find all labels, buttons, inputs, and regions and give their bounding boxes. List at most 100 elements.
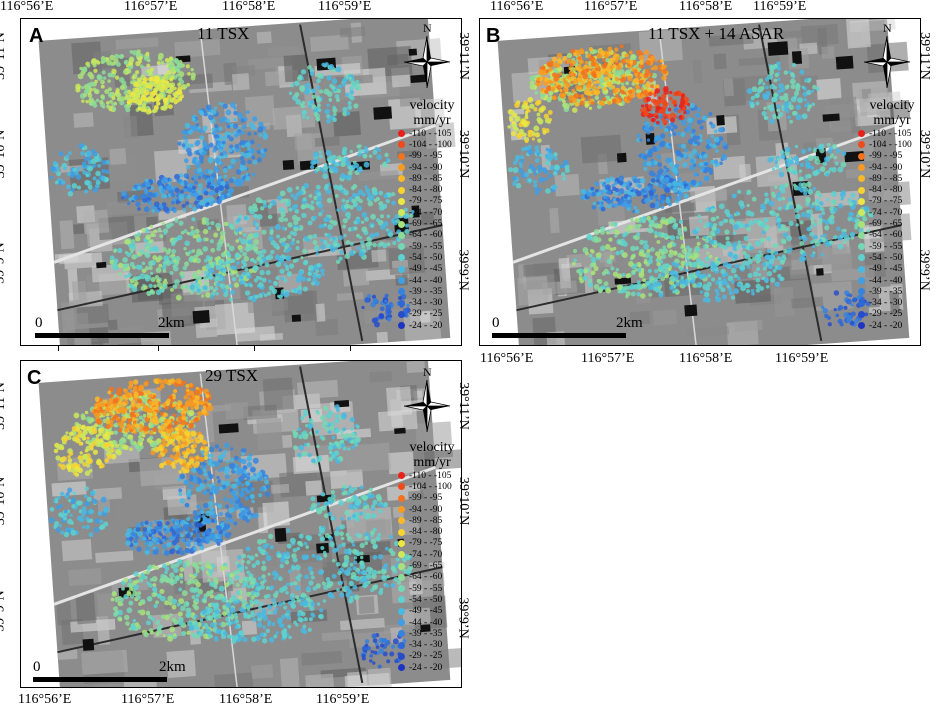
legend-item: -79 - -75 (858, 196, 926, 207)
legend-label: -99 - -95 (409, 151, 443, 162)
panel-title: 11 TSX (197, 24, 250, 43)
legend-swatch (858, 254, 865, 262)
lon-label-top: 116°56’E (0, 0, 54, 14)
legend-item: -69 - -65 (858, 218, 926, 229)
lat-label-right: 39°11’N (455, 32, 471, 80)
legend-swatch (398, 220, 405, 228)
legend-item: -54 - -50 (398, 252, 466, 263)
legend-swatch (398, 562, 405, 570)
legend-swatch (858, 288, 865, 296)
north-arrow-icon: N (402, 21, 452, 89)
legend-swatch (398, 551, 405, 559)
legend-label: -59 - -55 (409, 241, 443, 252)
legend-label: -59 - -55 (869, 241, 903, 252)
legend-label: -94 - -90 (409, 504, 443, 515)
legend-label: -44 - -40 (409, 617, 443, 628)
legend-swatch (398, 483, 405, 491)
legend-label: -84 - -80 (409, 185, 443, 196)
legend-label: -89 - -85 (409, 173, 443, 184)
satellite-imagery-c (38, 361, 461, 687)
legend-swatch (398, 596, 405, 604)
legend-swatch (858, 186, 865, 194)
legend-swatch (858, 197, 865, 205)
legend-label: -89 - -85 (409, 515, 443, 526)
legend-swatch (398, 664, 405, 672)
lon-label-bottom: 116°58’E (679, 351, 733, 366)
north-arrow-icon: N (402, 365, 452, 433)
tick (58, 346, 59, 351)
legend-item: -59 - -55 (398, 241, 466, 252)
legend-item: -59 - -55 (858, 241, 926, 252)
legend-swatch (398, 197, 405, 205)
lon-label-top: 116°59’E (318, 0, 372, 14)
legend-item: -44 - -40 (398, 617, 466, 628)
legend-item: -104 - -100 (398, 481, 466, 492)
scale-bar (492, 333, 626, 338)
legend-label: -74 - -70 (869, 207, 903, 218)
legend-swatch (858, 175, 865, 183)
legend-label: -49 - -45 (409, 264, 443, 275)
legend-label: -104 - -100 (409, 139, 452, 150)
legend-item: -69 - -65 (398, 218, 466, 229)
legend-label: -39 - -35 (409, 286, 443, 297)
lat-label-right: 39°9’N (916, 249, 932, 291)
lon-label-bottom: 116°59’E (775, 351, 829, 366)
legend-swatch (398, 231, 405, 239)
scale-end-label: 2km (158, 315, 185, 331)
lon-label-bottom: 116°58’E (219, 692, 273, 707)
legend-rows: -110 - -105 -104 - -100 -99 - -95 -94 - -90… (398, 470, 466, 673)
tick (350, 346, 351, 351)
legend-rows: -110 - -105 -104 - -100 -99 - -95 -94 - -90… (398, 128, 466, 331)
legend-item: -64 - -60 (398, 230, 466, 241)
scale-bar (35, 333, 169, 338)
north-label: N (423, 365, 432, 379)
lon-label-bottom: 116°57’E (581, 351, 635, 366)
legend-swatch (398, 277, 405, 284)
legend-item: -104 - -100 (858, 139, 926, 150)
legend-item: -64 - -60 (398, 572, 466, 583)
legend-item: -34 - -30 (398, 639, 466, 650)
legend-label: -34 - -30 (409, 640, 443, 651)
legend-swatch (858, 243, 865, 251)
legend-item: -44 - -40 (858, 275, 926, 286)
legend-item: -54 - -50 (398, 594, 466, 605)
legend-swatch (398, 619, 405, 626)
legend-label: -29 - -25 (409, 651, 443, 662)
lat-label-right: 39°11’N (455, 382, 471, 430)
legend-swatch (858, 152, 865, 160)
lon-label-top: 116°59’E (753, 0, 807, 14)
legend-label: -44 - -40 (409, 275, 443, 286)
legend-units: mm/yr (413, 113, 451, 128)
lon-label-top: 116°58’E (222, 0, 276, 14)
map-frame-a: A 11 TSX 0 2km (20, 18, 462, 346)
legend-title: velocity (869, 98, 915, 113)
legend-label: -44 - -40 (869, 275, 903, 286)
legend-item: -99 - -95 (858, 151, 926, 162)
scale-bar (33, 677, 167, 682)
legend-item: -94 - -90 (398, 162, 466, 173)
legend-item: -99 - -95 (398, 151, 466, 162)
legend-swatch (398, 186, 405, 194)
satellite-imagery-b (497, 19, 912, 345)
legend-item: -74 - -70 (858, 207, 926, 218)
legend-item: -39 - -35 (398, 628, 466, 639)
legend-label: -69 - -65 (409, 219, 443, 230)
legend-label: -24 - -20 (409, 662, 443, 673)
legend-item: -110 - -105 (858, 128, 926, 139)
legend-item: -34 - -30 (398, 297, 466, 308)
panel-letter: B (486, 25, 501, 47)
legend-item: -49 - -45 (398, 606, 466, 617)
legend-swatch (398, 265, 405, 273)
lon-label-top: 116°56’E (490, 0, 544, 14)
legend-swatch (858, 322, 865, 330)
tick (158, 346, 159, 351)
panel-letter: A (29, 25, 44, 47)
legend-item: -24 - -20 (858, 320, 926, 331)
legend-item: -110 - -105 (398, 470, 466, 481)
panel-title: 11 TSX + 14 ASAR (648, 24, 785, 43)
legend-item: -89 - -85 (858, 173, 926, 184)
legend-swatch (858, 141, 865, 149)
legend-label: -74 - -70 (409, 207, 443, 218)
legend-label: -54 - -50 (869, 252, 903, 263)
legend-label: -79 - -75 (869, 196, 903, 207)
